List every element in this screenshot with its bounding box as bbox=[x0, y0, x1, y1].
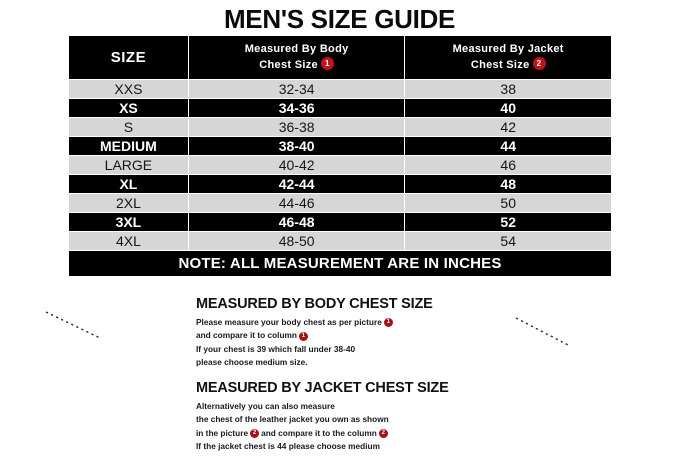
jacket-line3b: and compare it to the column bbox=[261, 427, 377, 438]
jacket-chest-cell: 54 bbox=[404, 231, 612, 251]
size-chart-table: SIZE Measured By Body Chest Size 1 Measur… bbox=[68, 35, 612, 277]
body-line1: Please measure your body chest as per pi… bbox=[196, 317, 382, 327]
body-chest-cell: 44-46 bbox=[187, 193, 406, 213]
table-row: MEDIUM 38-40 44 bbox=[68, 136, 612, 156]
size-cell: MEDIUM bbox=[68, 136, 189, 156]
body-chest-line1: Measured By Body bbox=[244, 42, 349, 55]
body-chest-heading: MEASURED BY BODY CHEST SIZE bbox=[196, 296, 433, 312]
size-cell: XL bbox=[68, 174, 189, 194]
table-row: 4XL 48-50 54 bbox=[68, 231, 612, 251]
body-chest-cell: 48-50 bbox=[187, 231, 406, 251]
jacket-chest-cell: 52 bbox=[404, 212, 612, 232]
jacket-line4: If the jacket chest is 44 please choose … bbox=[196, 441, 380, 452]
table-body: XXS 32-34 38 XS 34-36 40 S 36-38 42 MEDIUM 38-40 44… bbox=[68, 79, 612, 251]
body-line2: and compare it to column bbox=[196, 330, 297, 341]
inline-badge-one-icon: 1 bbox=[383, 318, 393, 328]
table-row: XL 42-44 48 bbox=[68, 174, 612, 194]
body-chest-cell: 38-40 bbox=[187, 136, 406, 156]
jacket-chest-line1: Measured By Jacket bbox=[452, 42, 564, 55]
table-header-row: SIZE Measured By Body Chest Size 1 Measur… bbox=[68, 35, 612, 80]
lower-section: 1 bbox=[0, 290, 679, 462]
table-row: S 36-38 42 bbox=[68, 117, 612, 137]
table-row: XXS 32-34 38 bbox=[68, 79, 612, 99]
badge-one-icon: 1 bbox=[320, 57, 334, 71]
column-header-body-chest: Measured By Body Chest Size 1 bbox=[187, 35, 406, 80]
jacket-chest-cell: 40 bbox=[404, 98, 612, 118]
table-row: 2XL 44-46 50 bbox=[68, 193, 612, 213]
size-cell: 3XL bbox=[68, 212, 189, 232]
leader-line-left bbox=[45, 311, 101, 339]
inline-badge-two-b-icon: 2 bbox=[378, 428, 388, 438]
table-row: 3XL 46-48 52 bbox=[68, 212, 612, 232]
jacket-line3a: in the picture bbox=[196, 427, 249, 438]
instructions-spacer bbox=[196, 370, 496, 380]
jacket-chest-text: Alternatively you can also measure the c… bbox=[196, 400, 496, 454]
jacket-chest-cell: 38 bbox=[404, 79, 612, 99]
jacket-line2: the chest of the leather jacket you own … bbox=[196, 414, 389, 425]
size-cell: XXS bbox=[68, 79, 189, 99]
body-chest-cell: 46-48 bbox=[187, 212, 406, 232]
jacket-chest-line2: Chest Size bbox=[470, 58, 530, 71]
body-line3: If your chest is 39 which fall under 38-… bbox=[196, 343, 356, 354]
jacket-chest-cell: 46 bbox=[404, 155, 612, 175]
body-chest-cell: 34-36 bbox=[187, 98, 406, 118]
body-chest-line2: Chest Size bbox=[259, 58, 318, 71]
body-chest-cell: 32-34 bbox=[187, 79, 406, 99]
jacket-chest-cell: 42 bbox=[404, 117, 612, 137]
jacket-chest-cell: 50 bbox=[404, 193, 612, 213]
page-title: MEN'S SIZE GUIDE bbox=[223, 4, 456, 34]
size-cell: 4XL bbox=[68, 231, 189, 251]
size-cell: 2XL bbox=[68, 193, 189, 213]
inline-badge-one-b-icon: 1 bbox=[298, 331, 308, 341]
size-cell: XS bbox=[68, 98, 189, 118]
badge-two-icon: 2 bbox=[532, 57, 546, 71]
jacket-line1: Alternatively you can also measure bbox=[196, 400, 335, 411]
body-line4: please choose medium size. bbox=[196, 357, 308, 368]
body-chest-cell: 40-42 bbox=[187, 155, 406, 175]
inline-badge-two-icon: 2 bbox=[250, 428, 260, 438]
leader-line-right bbox=[515, 317, 571, 347]
table-note-row: NOTE: ALL MEASUREMENT ARE IN INCHES bbox=[68, 250, 612, 277]
size-cell: LARGE bbox=[68, 155, 189, 175]
body-chest-cell: 42-44 bbox=[187, 174, 406, 194]
jacket-chest-cell: 44 bbox=[404, 136, 612, 156]
measurement-note: NOTE: ALL MEASUREMENT ARE IN INCHES bbox=[68, 250, 612, 277]
jacket-chest-heading: MEASURED BY JACKET CHEST SIZE bbox=[196, 379, 449, 396]
column-header-size: SIZE bbox=[68, 35, 189, 80]
body-chest-text: Please measure your body chest as per pi… bbox=[196, 316, 496, 370]
table-row: XS 34-36 40 bbox=[68, 98, 612, 118]
instructions-block: MEASURED BY BODY CHEST SIZE Please measu… bbox=[196, 296, 496, 454]
table-row: LARGE 40-42 46 bbox=[68, 155, 612, 175]
jacket-chest-cell: 48 bbox=[404, 174, 612, 194]
body-chest-cell: 36-38 bbox=[187, 117, 406, 137]
column-header-jacket-chest: Measured By Jacket Chest Size 2 bbox=[404, 35, 612, 80]
leader-lines bbox=[45, 311, 571, 347]
size-cell: S bbox=[68, 117, 189, 137]
